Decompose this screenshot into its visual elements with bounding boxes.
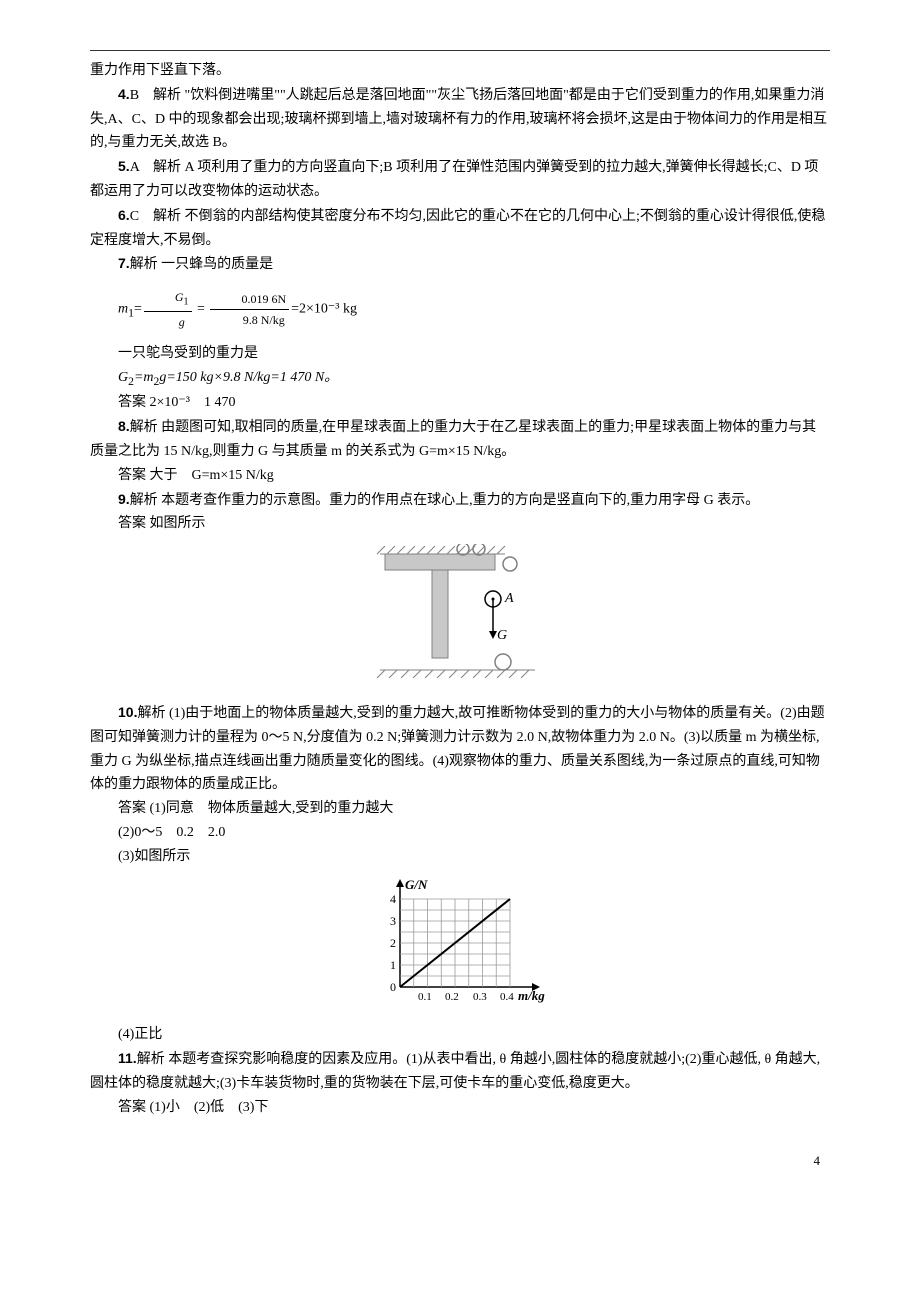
frac-g1-g: G1 g: [144, 287, 192, 332]
formula-result: =2×10⁻³ kg: [291, 302, 357, 317]
q7-intro-text: 解析 一只蜂鸟的质量是: [130, 257, 274, 272]
var-m1: m: [118, 302, 128, 317]
q6-number: 6.: [118, 207, 130, 223]
tick-x2: 0.2: [445, 991, 459, 1003]
q11-answer-line: 答案 (1)小 (2)低 (3)下: [90, 1096, 830, 1120]
tick-y0: 0: [390, 980, 396, 994]
q7-formula: m1=G1g = 0.019 6N9.8 N/kg=2×10⁻³ kg: [90, 287, 830, 332]
label-A: A: [504, 591, 514, 606]
q5-answer: A: [130, 160, 139, 175]
q10-block: 10.解析 (1)由于地面上的物体质量越大,受到的重力越大,故可推断物体受到的重…: [90, 701, 830, 797]
m2-pre: =m: [134, 370, 154, 385]
q7-ans-label: 答案: [118, 395, 150, 410]
q7-ans-val: 2×10⁻³ 1 470: [150, 395, 236, 410]
q11-text: 解析 本题考查探究影响稳度的因素及应用。(1)从表中看出, θ 角越小,圆柱体的…: [90, 1052, 820, 1091]
tick-y2: 2: [390, 936, 396, 950]
q9-block: 9.解析 本题考查作重力的示意图。重力的作用点在球心上,重力的方向是竖直向下的,…: [90, 488, 830, 513]
q4-block: 4.B 解析 "饮料倒进嘴里""人跳起后总是落回地面""灰尘飞扬后落回地面"都是…: [90, 83, 830, 155]
gravity-diagram: A G: [375, 544, 545, 684]
q10-a1-val: (1)同意 物体质量越大,受到的重力越大: [150, 801, 394, 816]
G2: G: [118, 370, 128, 385]
tick-x4: 0.4: [500, 991, 514, 1003]
q10-a3: (3)如图所示: [90, 845, 830, 869]
g-denom: g: [144, 312, 192, 332]
q11-ans-label: 答案: [118, 1100, 150, 1115]
q9-figure: A G: [90, 544, 830, 693]
y-axis-label: G/N: [405, 877, 428, 892]
tick-x3: 0.3: [473, 991, 487, 1003]
q9-text: 解析 本题考查作重力的示意图。重力的作用点在球心上,重力的方向是竖直向下的,重力…: [130, 493, 760, 508]
q8-ans-val: 大于 G=m×15 N/kg: [150, 468, 274, 483]
G1: G: [175, 290, 184, 304]
q4-text: 解析 "饮料倒进嘴里""人跳起后总是落回地面""灰尘飞扬后落回地面"都是由于它们…: [90, 88, 827, 151]
G1-sub: 1: [184, 297, 189, 308]
tick-y4: 4: [390, 892, 396, 906]
q8-ans-label: 答案: [118, 468, 150, 483]
tick-y3: 3: [390, 914, 396, 928]
q11-block: 11.解析 本题考查探究影响稳度的因素及应用。(1)从表中看出, θ 角越小,圆…: [90, 1047, 830, 1096]
continuation-line: 重力作用下竖直下落。: [90, 59, 830, 83]
q7-answer-line: 答案 2×10⁻³ 1 470: [90, 391, 830, 415]
x-axis-label: m/kg: [518, 988, 545, 1003]
q9-ans-val: 如图所示: [150, 516, 206, 531]
gm-graph: 0 1 2 3 4 0.1 0.2 0.3 0.4 G/N m/kg: [360, 877, 560, 1007]
q6-answer: C: [130, 209, 139, 224]
q10-a2: (2)0～5 0.2 2.0: [90, 821, 830, 845]
q9-number: 9.: [118, 491, 130, 507]
page-number: 4: [90, 1150, 830, 1172]
q11-ans-val: (1)小 (2)低 (3)下: [150, 1100, 269, 1115]
q8-number: 8.: [118, 418, 130, 434]
q8-text: 解析 由题图可知,取相同的质量,在甲星球表面上的重力大于在乙星球表面上的重力;甲…: [90, 420, 816, 459]
q6-text: 解析 不倒翁的内部结构使其密度分布不均匀,因此它的重心不在它的几何中心上;不倒翁…: [90, 209, 825, 248]
tick-x1: 0.1: [418, 991, 432, 1003]
g-and-rest: g=150 kg×9.8 N/kg=1 470 N。: [159, 370, 338, 385]
q11-number: 11.: [118, 1050, 137, 1066]
q7-number: 7.: [118, 255, 130, 271]
horizontal-rule: [90, 50, 830, 51]
label-G: G: [497, 628, 507, 643]
q10-a4: (4)正比: [90, 1023, 830, 1047]
q8-block: 8.解析 由题图可知,取相同的质量,在甲星球表面上的重力大于在乙星球表面上的重力…: [90, 415, 830, 464]
tick-y1: 1: [390, 958, 396, 972]
q8-answer-line: 答案 大于 G=m×15 N/kg: [90, 464, 830, 488]
q4-number: 4.: [118, 86, 130, 102]
q9-ans-label: 答案: [118, 516, 150, 531]
q10-number: 10.: [118, 704, 137, 720]
q5-block: 5.A 解析 A 项利用了重力的方向竖直向下;B 项利用了在弹性范围内弹簧受到的…: [90, 155, 830, 204]
num-bot: 9.8 N/kg: [210, 310, 289, 330]
frac-numeric: 0.019 6N9.8 N/kg: [210, 289, 289, 331]
q10-text: 解析 (1)由于地面上的物体质量越大,受到的重力越大,故可推断物体受到的重力的大…: [90, 706, 825, 792]
eq-sign: =: [134, 302, 142, 317]
q10-ans-label: 答案: [118, 801, 150, 816]
q4-answer: B: [130, 88, 139, 103]
num-top: 0.019 6N: [210, 289, 289, 310]
q9-answer-line: 答案 如图所示: [90, 512, 830, 536]
q5-number: 5.: [118, 158, 130, 174]
q10-graph: 0 1 2 3 4 0.1 0.2 0.3 0.4 G/N m/kg: [90, 877, 830, 1016]
q6-block: 6.C 解析 不倒翁的内部结构使其密度分布不均匀,因此它的重心不在它的几何中心上…: [90, 204, 830, 253]
q5-text: 解析 A 项利用了重力的方向竖直向下;B 项利用了在弹性范围内弹簧受到的拉力越大…: [90, 160, 818, 199]
q7-line2: 一只鸵鸟受到的重力是: [90, 342, 830, 366]
q7-intro: 7.解析 一只蜂鸟的质量是: [90, 252, 830, 277]
q10-a1: 答案 (1)同意 物体质量越大,受到的重力越大: [90, 797, 830, 821]
q7-line3: G2=m2g=150 kg×9.8 N/kg=1 470 N。: [90, 366, 830, 392]
